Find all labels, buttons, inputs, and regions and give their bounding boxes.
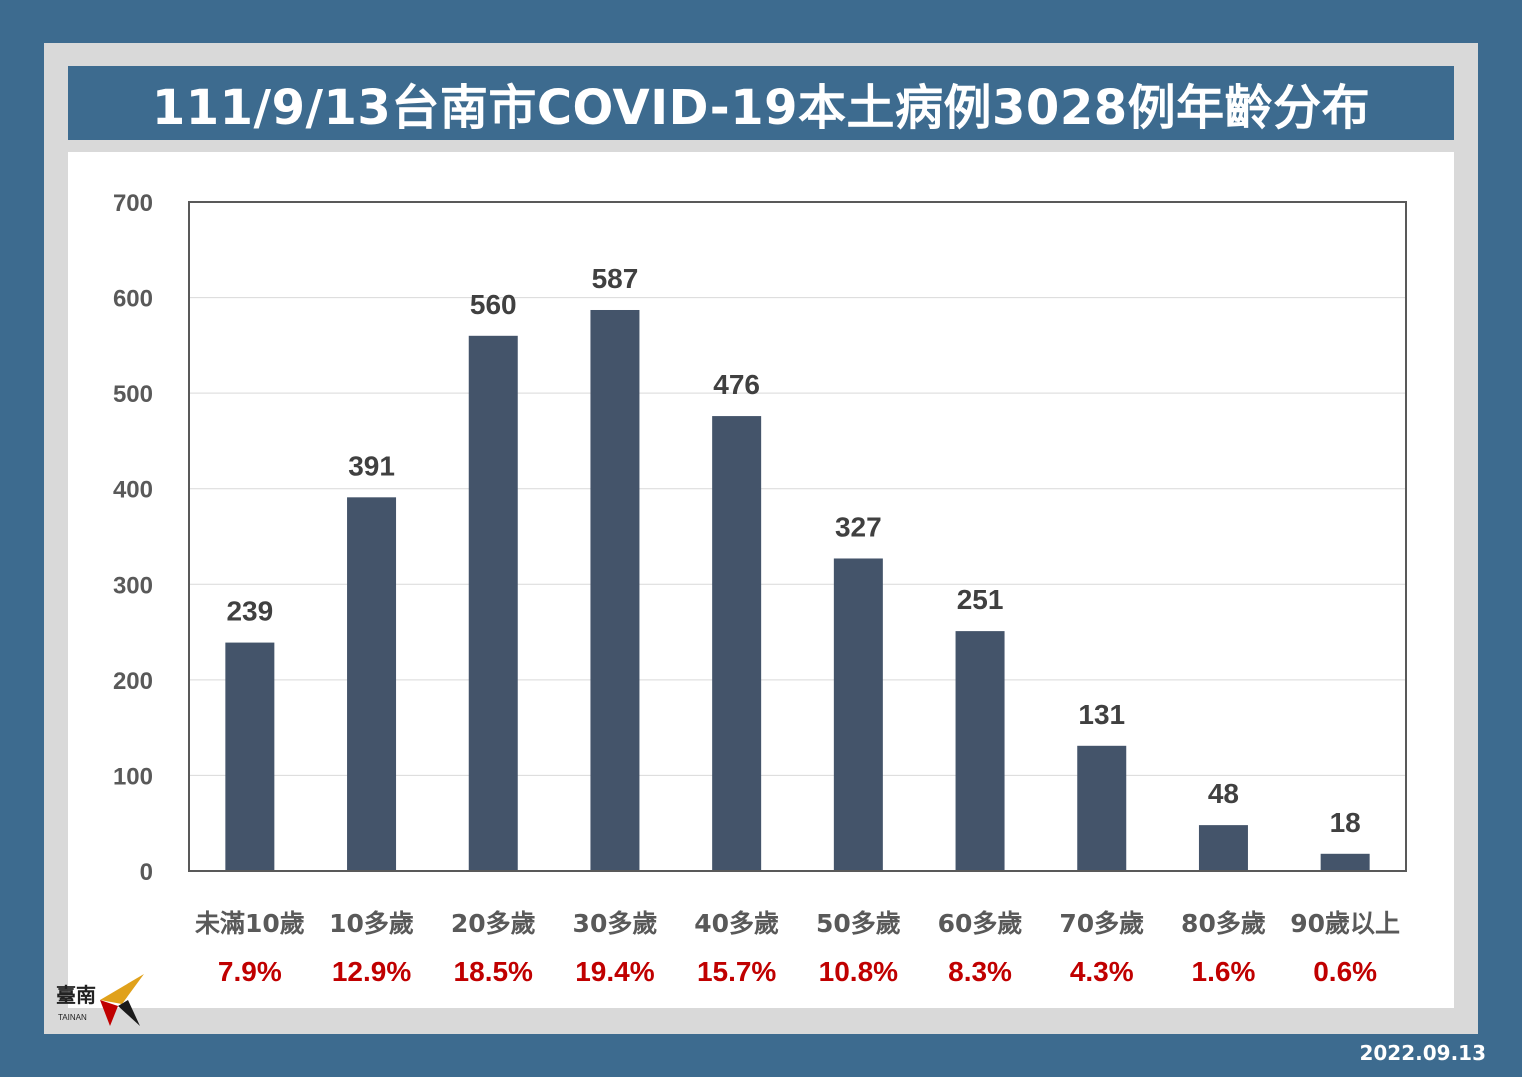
bar (1320, 853, 1370, 871)
data-label: 476 (713, 369, 760, 400)
tainan-logo: 臺南 TAINAN (56, 974, 144, 1026)
percent-label: 19.4% (575, 956, 654, 987)
bar (1198, 825, 1248, 871)
y-tick-label: 200 (113, 668, 153, 695)
percent-label: 10.8% (819, 956, 898, 987)
percent-label: 8.3% (948, 956, 1012, 987)
y-tick-label: 600 (113, 286, 153, 313)
y-tick-label: 100 (113, 763, 153, 790)
data-label: 391 (348, 450, 395, 481)
bar (347, 497, 397, 871)
bar (712, 416, 762, 871)
data-label: 239 (226, 596, 273, 627)
logo-text: 臺南 (56, 983, 96, 1007)
chart-panel: 0 100 200 300 400 500 600 700 239 未滿10歲 7.9% 391 10多… (68, 152, 1454, 1008)
y-tick-label: 400 (113, 477, 153, 504)
date-stamp: 2022.09.13 (1359, 1041, 1486, 1065)
bar-chart: 0 100 200 300 400 500 600 700 239 未滿10歲 7.9% 391 10多… (113, 190, 1407, 987)
logo-wing-black (118, 1000, 140, 1026)
bar (955, 631, 1005, 871)
logo-wing-red (100, 1000, 118, 1026)
x-tick-label: 30多歲 (573, 909, 658, 938)
data-label: 587 (592, 263, 639, 294)
y-tick-label: 500 (113, 381, 153, 408)
data-label: 251 (957, 584, 1004, 615)
bar (468, 335, 518, 871)
bar (590, 309, 640, 871)
x-tick-label: 40多歲 (694, 909, 779, 938)
bar (1077, 745, 1127, 871)
data-label: 48 (1208, 778, 1239, 809)
chart-title: 111/9/13台南市COVID-19本土病例3028例年齡分布 (68, 66, 1454, 140)
bar (225, 642, 275, 871)
y-tick-label: 300 (113, 572, 153, 599)
x-tick-label: 20多歲 (451, 909, 536, 938)
data-label: 131 (1078, 699, 1125, 730)
logo-subtext: TAINAN (58, 1013, 87, 1022)
percent-label: 1.6% (1192, 956, 1256, 987)
percent-label: 18.5% (454, 956, 533, 987)
y-tick-label: 0 (140, 859, 153, 886)
percent-label: 7.9% (218, 956, 282, 987)
percent-label: 4.3% (1070, 956, 1134, 987)
data-label: 560 (470, 289, 517, 320)
x-tick-label: 60多歲 (938, 909, 1023, 938)
bar (833, 558, 883, 871)
data-label: 327 (835, 511, 882, 542)
x-tick-label: 10多歲 (329, 909, 414, 938)
data-label: 18 (1330, 807, 1361, 838)
x-tick-label: 80多歲 (1181, 909, 1266, 938)
x-tick-label: 90歲以上 (1290, 909, 1400, 938)
logo-wing-gold (100, 974, 144, 1004)
percent-label: 0.6% (1313, 956, 1377, 987)
x-tick-label: 70多歲 (1059, 909, 1144, 938)
x-tick-label: 未滿10歲 (195, 909, 305, 938)
y-tick-label: 700 (113, 190, 153, 217)
percent-label: 12.9% (332, 956, 411, 987)
x-tick-label: 50多歲 (816, 909, 901, 938)
percent-label: 15.7% (697, 956, 776, 987)
